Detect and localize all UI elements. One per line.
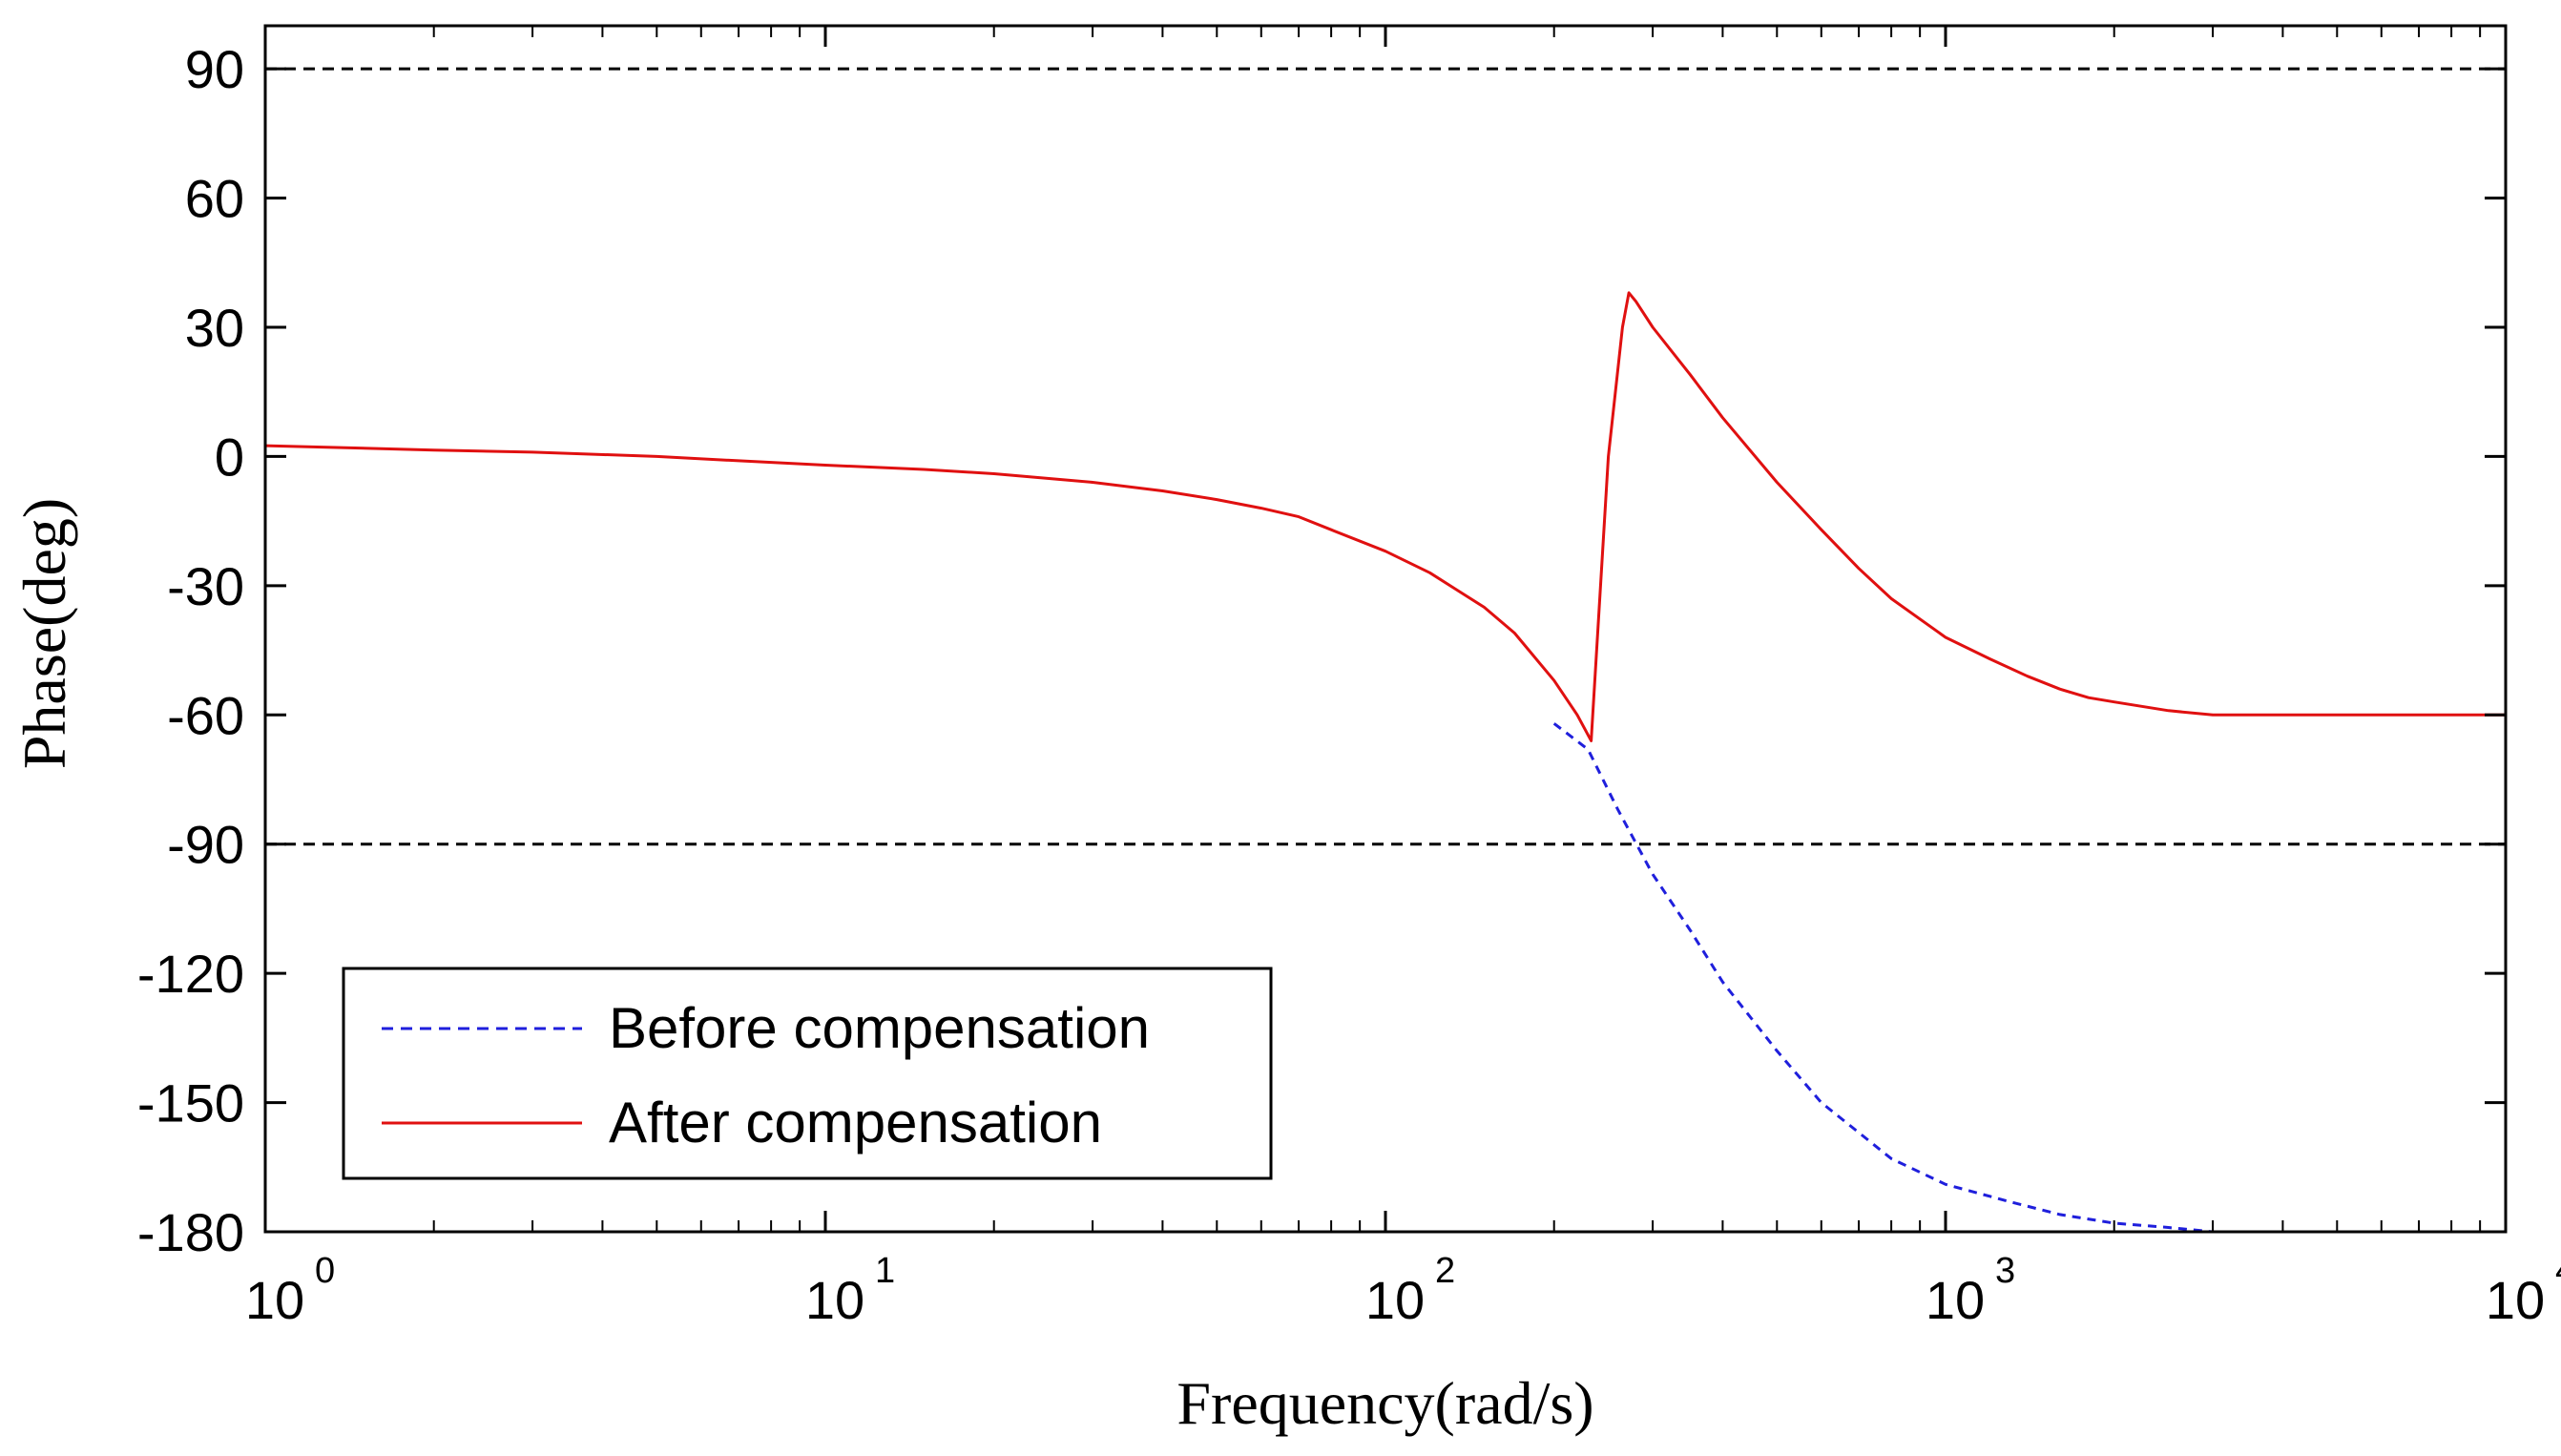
x-tick-exponent: 2 <box>1435 1251 1455 1291</box>
legend-label-0: Before compensation <box>609 996 1150 1060</box>
reference-lines <box>265 67 2506 846</box>
y-tick-label: -30 <box>167 556 244 616</box>
x-tick-label: 10 <box>805 1270 864 1330</box>
legend: Before compensation After compensation <box>342 967 1273 1180</box>
plot-frame <box>263 24 2508 1234</box>
y-axis-title: Phase(deg) <box>10 498 78 769</box>
y-tick-label: 30 <box>185 298 244 358</box>
x-tick-label: 10 <box>1926 1270 1985 1330</box>
y-tick-label: -60 <box>167 685 244 745</box>
x-tick-exponent: 4 <box>2555 1251 2561 1291</box>
y-tick-label: -120 <box>137 944 244 1004</box>
x-tick-labels: 100101102103104 <box>245 1251 2561 1330</box>
y-tick-label: 0 <box>215 426 244 487</box>
legend-label-1: After compensation <box>609 1091 1102 1154</box>
x-tick-exponent: 1 <box>875 1251 895 1291</box>
x-tick-label: 10 <box>2486 1270 2545 1330</box>
x-tick-label: 10 <box>1365 1270 1425 1330</box>
legend-box <box>342 967 1273 1180</box>
series-line-1 <box>264 291 2506 742</box>
y-tick-labels: 90 60 30 0 -30 -60 -90 -120 -150 -180 <box>137 39 244 1262</box>
y-tick-label: -150 <box>137 1073 244 1134</box>
x-tick-exponent: 3 <box>1995 1251 2015 1291</box>
x-tick-exponent: 0 <box>315 1251 335 1291</box>
series-group <box>264 291 2506 1234</box>
y-tick-label: 60 <box>185 169 244 229</box>
x-tick-label: 10 <box>245 1270 304 1330</box>
y-tick-label: 90 <box>185 39 244 99</box>
y-tick-label: -90 <box>167 815 244 875</box>
x-axis-title: Frequency(rad/s) <box>1176 1369 1593 1437</box>
y-tick-label: -180 <box>137 1202 244 1262</box>
